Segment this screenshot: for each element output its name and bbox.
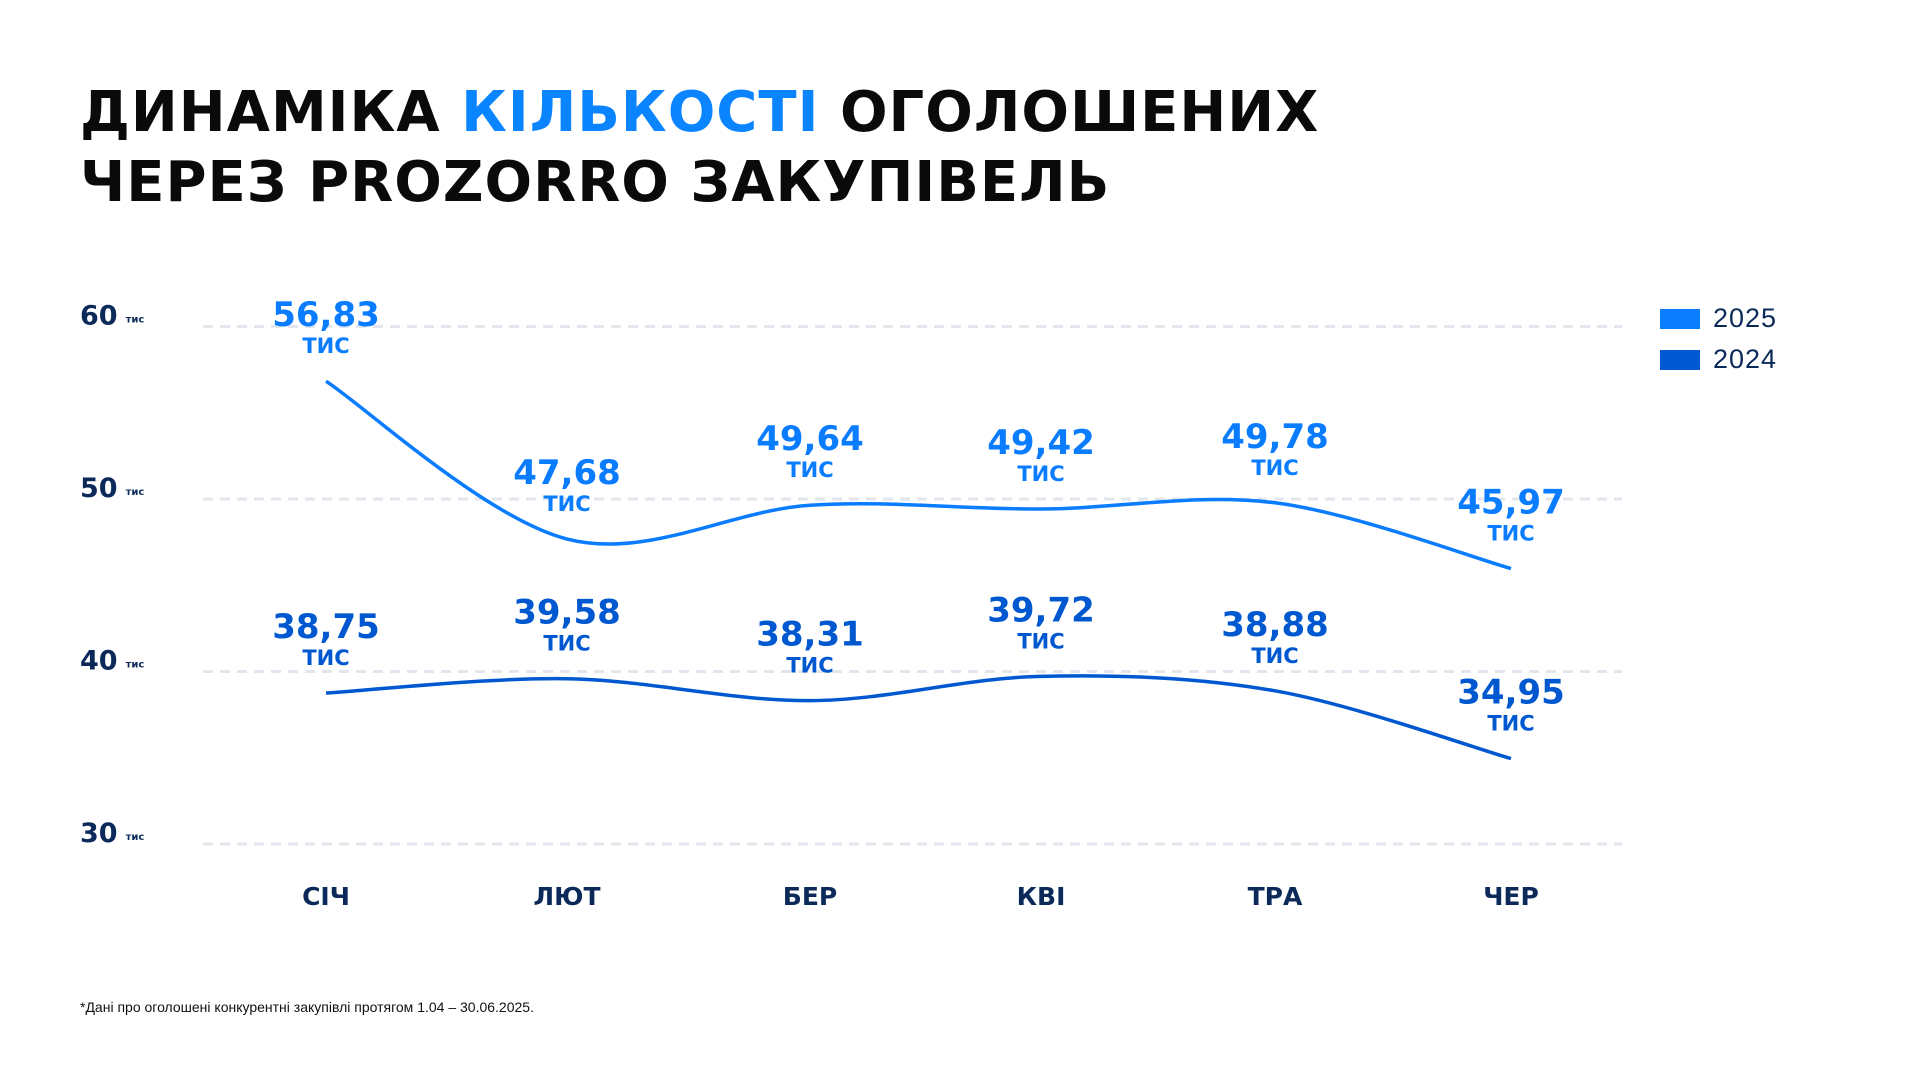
data-label: 39,58 <box>513 593 621 633</box>
data-label-unit: ТИС <box>1017 462 1064 486</box>
data-label: 47,68 <box>513 453 621 493</box>
data-label-unit: ТИС <box>786 458 833 482</box>
chart-title: ДИНАМІКА КІЛЬКОСТІ ОГОЛОШЕНИХ ЧЕРЕЗ PROZ… <box>80 78 1319 218</box>
x-tick-label: КВІ <box>1017 882 1066 911</box>
data-label-unit: ТИС <box>302 334 349 358</box>
data-label-unit: ТИС <box>302 646 349 670</box>
data-label: 49,78 <box>1221 417 1329 457</box>
data-label-unit: ТИС <box>543 492 590 516</box>
data-label: 38,31 <box>756 615 864 655</box>
data-label-unit: ТИС <box>1251 456 1298 480</box>
data-label-unit: ТИС <box>786 654 833 678</box>
data-label: 38,88 <box>1221 605 1329 645</box>
title-line-2: ЧЕРЕЗ PROZORRO ЗАКУПІВЕЛЬ <box>80 150 1111 215</box>
x-tick-label: ЛЮТ <box>533 882 600 911</box>
y-tick-label: 50 тис <box>80 473 144 504</box>
data-label-unit: ТИС <box>1017 629 1064 653</box>
legend-swatch-2024 <box>1660 349 1700 370</box>
data-label: 49,42 <box>987 423 1095 463</box>
x-tick-label: СІЧ <box>302 882 350 911</box>
data-label: 56,83 <box>272 295 380 335</box>
series-line-2024 <box>325 674 1512 761</box>
legend-item-2024: 2024 <box>1660 339 1777 380</box>
data-label-unit: ТИС <box>1251 644 1298 668</box>
legend-item-2025: 2025 <box>1660 298 1777 339</box>
data-label-unit: ТИС <box>543 632 590 656</box>
data-label: 34,95 <box>1457 673 1565 713</box>
x-tick-label: ЧЕР <box>1483 882 1539 911</box>
data-label: 45,97 <box>1457 483 1565 523</box>
x-tick-label: БЕР <box>783 882 837 911</box>
series-line-2025 <box>325 379 1512 571</box>
data-label-unit: ТИС <box>1487 712 1534 736</box>
y-tick-label: 60 тис <box>80 301 144 332</box>
legend-swatch-2025 <box>1660 308 1700 329</box>
data-label: 49,64 <box>756 419 864 459</box>
data-label: 38,75 <box>272 607 380 647</box>
y-tick-label: 30 тис <box>80 818 144 849</box>
y-tick-label: 40 тис <box>80 646 144 677</box>
data-label: 39,72 <box>987 590 1095 630</box>
data-label-unit: ТИС <box>1487 522 1534 546</box>
x-tick-label: ТРА <box>1248 882 1303 911</box>
title-line-1: ДИНАМІКА КІЛЬКОСТІ ОГОЛОШЕНИХ <box>80 80 1320 145</box>
footnote: *Дані про оголошені конкурентні закупівл… <box>80 999 534 1015</box>
legend: 2025 2024 <box>1660 298 1777 380</box>
title-accent: КІЛЬКОСТІ <box>461 80 820 145</box>
